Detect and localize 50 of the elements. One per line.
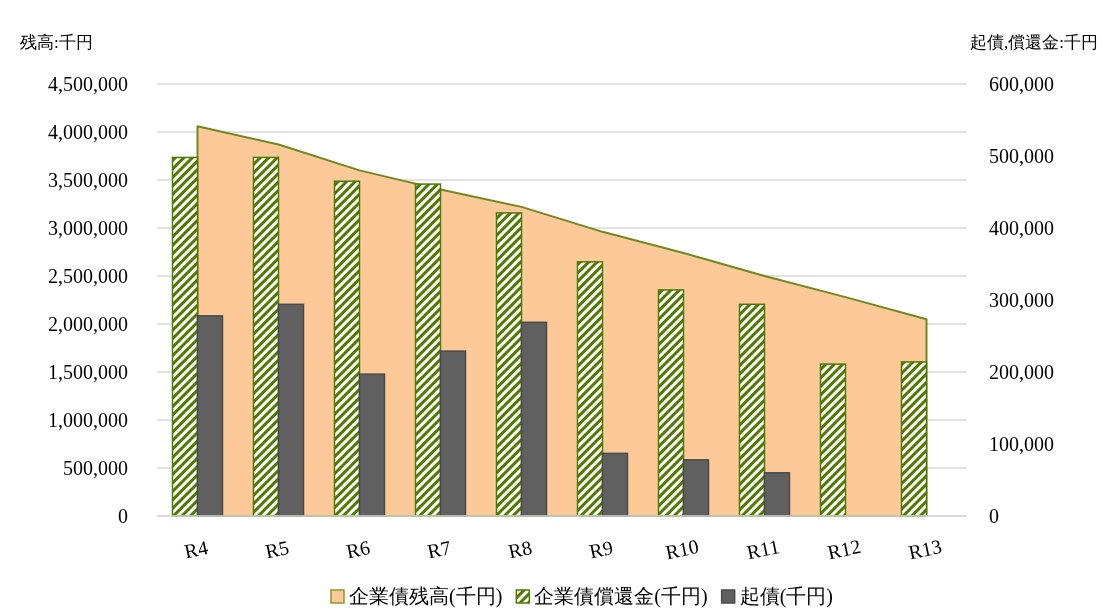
bar (196, 315, 224, 517)
y2-axis-title: 起債,償還金:千円 (970, 33, 1098, 52)
x-tick-label: R8 (506, 535, 534, 563)
legend-label: 企業債償還金(千円) (534, 585, 708, 608)
y2-tick-label: 400,000 (989, 217, 1054, 239)
y2-tick-label: 100,000 (989, 433, 1054, 455)
y-tick-label: 2,500,000 (48, 265, 128, 287)
x-tick-label: R4 (182, 535, 210, 563)
y-tick-label: 4,500,000 (48, 73, 128, 95)
y-axis-title: 残高:千円 (20, 33, 93, 52)
legend-label: 企業債残高(千円) (349, 585, 503, 608)
x-tick-label: R5 (263, 535, 291, 563)
y-tick-label: 3,000,000 (48, 217, 128, 239)
bar (358, 373, 386, 517)
y2-tick-label: 500,000 (989, 145, 1054, 167)
x-tick-label: R9 (587, 535, 615, 563)
y-tick-label: 3,500,000 (48, 169, 128, 191)
bar (738, 303, 766, 517)
y-tick-label: 1,000,000 (48, 409, 128, 431)
bar (657, 289, 685, 517)
bar (439, 350, 467, 517)
y2-tick-label: 0 (989, 505, 999, 527)
y-tick-label: 500,000 (63, 457, 128, 479)
y2-tick-label: 300,000 (989, 289, 1054, 311)
x-tick-label: R11 (744, 535, 782, 564)
bar (520, 321, 548, 517)
y2-tick-label: 600,000 (989, 73, 1054, 95)
bar (171, 156, 199, 517)
bar (277, 303, 305, 517)
bar (495, 212, 523, 517)
bar (576, 261, 604, 517)
bar (252, 156, 280, 517)
bar (414, 183, 442, 517)
y-tick-label: 1,500,000 (48, 361, 128, 383)
x-tick-label: R7 (425, 535, 453, 563)
bar (333, 180, 361, 517)
bar (682, 459, 710, 517)
x-tick-label: R12 (825, 534, 863, 564)
bar (819, 363, 847, 517)
x-tick-label: R13 (906, 534, 944, 564)
y-tick-label: 4,000,000 (48, 121, 128, 143)
x-tick-label: R10 (663, 534, 701, 564)
x-tick-label: R6 (344, 535, 372, 563)
bar (601, 452, 629, 517)
y2-tick-label: 200,000 (989, 361, 1054, 383)
bar (763, 472, 791, 517)
y-tick-label: 2,000,000 (48, 313, 128, 335)
legend-label: 起債(千円) (739, 585, 833, 608)
y-tick-label: 0 (118, 505, 128, 527)
bar (900, 361, 928, 517)
